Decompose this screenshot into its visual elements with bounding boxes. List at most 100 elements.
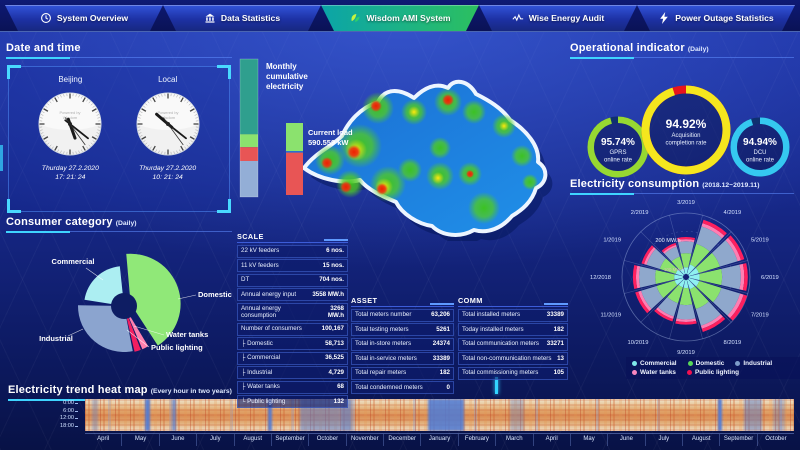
table-row: Number of consumers 100,167 xyxy=(237,322,348,336)
gauge-value: 94.94% xyxy=(743,137,777,148)
rose-segment xyxy=(725,237,741,262)
clock-beijing: Beijing Powered by Wisdom Thurday 27.2.2020… xyxy=(34,75,106,181)
rose-segment xyxy=(701,223,725,239)
row-value: 13 xyxy=(557,354,564,362)
rose-segment xyxy=(655,270,675,284)
row-label: DT xyxy=(241,276,250,284)
operational-subtitle: (Daily) xyxy=(687,46,709,53)
panel-consumer-category: Consumer category (Daily) Domestic Water … xyxy=(6,216,232,388)
row-label: ├ Domestic xyxy=(241,339,273,347)
rose-segment xyxy=(713,287,741,316)
gauge-label: online rate xyxy=(746,158,775,164)
pulse-icon xyxy=(512,12,524,24)
table-header-label: ASSET xyxy=(351,296,378,305)
table-header-accent xyxy=(430,303,454,305)
map-hotspots xyxy=(315,88,538,224)
rose-month-label: 5/2019 xyxy=(751,238,769,244)
row-label: ├ Industrial xyxy=(241,368,273,376)
rose-segment xyxy=(678,279,686,288)
rose-month-label: 8/2019 xyxy=(724,340,742,346)
table-header-label: COMM xyxy=(458,296,483,305)
leaf-icon xyxy=(349,12,361,24)
nav-tab-data-statistics[interactable]: Data Statistics xyxy=(163,5,321,31)
row-label: Total non-communication meters xyxy=(462,354,552,362)
table-row: └ Public lighting 132 xyxy=(237,395,348,409)
nav-tab-label: Power Outage Statistics xyxy=(675,13,774,23)
rose-segment xyxy=(646,248,666,269)
consumer-title: Consumer category xyxy=(6,216,113,228)
frame-corner-icon xyxy=(217,65,231,79)
heatmap-strip[interactable] xyxy=(85,399,794,431)
comm-table: COMM Total installed meters 33389 Today ins… xyxy=(458,296,568,380)
pie-label: Industrial xyxy=(39,334,73,343)
row-label: Total meters number xyxy=(355,311,412,319)
monthly-bar-label: cumulative xyxy=(266,72,308,81)
legend-label: Industrial xyxy=(743,360,773,367)
row-value: 182 xyxy=(553,325,564,333)
hour-label: 18:00 xyxy=(60,422,74,429)
rose-segment xyxy=(683,279,689,289)
table-row: Total testing meters 5261 xyxy=(351,323,454,336)
table-header: SCALE xyxy=(237,232,348,243)
accent-tick xyxy=(495,377,498,394)
rose-segment xyxy=(664,246,680,262)
row-label: Total condemned meters xyxy=(355,383,423,391)
hour-label: 0:00 xyxy=(63,400,74,406)
legend-dot-icon xyxy=(632,370,637,375)
nav-tab-system-overview[interactable]: System Overview xyxy=(5,5,163,31)
rose-segment xyxy=(688,273,700,281)
rose-month-label: 9/2019 xyxy=(677,350,695,356)
rose-month-label: 7/2019 xyxy=(751,313,769,319)
svg-text:Wisdom: Wisdom xyxy=(63,115,78,120)
gauge-group: 95.74% GPRS online rate 94.92% Acquisition co… xyxy=(570,56,794,180)
current-load-label: Current load xyxy=(308,128,353,137)
rose-segment xyxy=(677,239,695,243)
rose-segment xyxy=(657,297,678,317)
panel-electricity-trend-heatmap: Electricity trend heat map (Every hour i… xyxy=(0,384,800,450)
nav-tab-power-outage-statistics[interactable]: Power Outage Statistics xyxy=(637,5,795,31)
legend-row: Water tanks Public lighting xyxy=(632,369,798,376)
consumption-legend: Commercial Domestic Industrial Water tanks P… xyxy=(626,357,800,379)
operational-panel-header: Operational indicator (Daily) xyxy=(570,42,794,59)
frame-corner-icon xyxy=(217,199,231,213)
table-row: Total non-communication meters 13 xyxy=(458,352,568,365)
row-value: 182 xyxy=(439,369,450,377)
table-row: Annual energy consumption 3268 MW.h xyxy=(237,302,348,322)
rose-segment xyxy=(667,284,683,304)
consumption-title: Electricity consumption xyxy=(570,178,700,190)
rose-segment xyxy=(711,240,738,267)
clock-time: 17: 21: 24 xyxy=(55,174,86,181)
heatmap-cool-band xyxy=(92,399,99,431)
legend-dot-icon xyxy=(687,361,693,366)
legend-label: Public lighting xyxy=(695,369,740,376)
radial-scale-label: 100 MW.h xyxy=(664,267,685,272)
clock-time: 10: 21: 24 xyxy=(152,174,183,181)
rose-segment xyxy=(696,226,723,252)
gauge-label: DCU xyxy=(754,150,767,156)
rose-segment xyxy=(674,274,684,280)
rose-segment xyxy=(656,307,674,320)
consumption-polar-chart: 12/2018 1/2019 2/2019 3/2019 4/2019 5/2019 6/2… xyxy=(590,200,779,356)
nav-tab-label: Wise Energy Audit xyxy=(528,13,605,23)
monthly-bar-segment xyxy=(240,134,258,148)
legend-dot-icon xyxy=(735,361,741,366)
table-row: Annual energy input 3558 MW.h xyxy=(237,288,348,301)
rose-segment xyxy=(688,277,700,287)
clock-date: Thurday 27.2.2020 xyxy=(41,165,99,172)
row-value: 105 xyxy=(553,369,564,377)
svg-text:Wisdom: Wisdom xyxy=(160,115,175,120)
gauge-value: 95.74% xyxy=(601,137,635,148)
heatmap-cool-band xyxy=(718,399,723,431)
rose-segment xyxy=(727,293,744,319)
legend-row: Commercial Domestic Industrial xyxy=(632,360,798,367)
nav-tab-wise-energy-audit[interactable]: Wise Energy Audit xyxy=(479,5,637,31)
table-row: Total repair meters 182 xyxy=(351,366,454,380)
table-row: 11 kV feeders 15 nos. xyxy=(237,259,348,272)
panel-operational-indicator: Operational indicator (Daily) 95.74% GPRS… xyxy=(570,42,794,178)
nav-tab-wisdom-ami-system[interactable]: Wisdom AMI System xyxy=(321,5,479,31)
table-row: ├ Domestic 58,713 xyxy=(237,337,348,351)
table-header: COMM xyxy=(458,296,568,307)
